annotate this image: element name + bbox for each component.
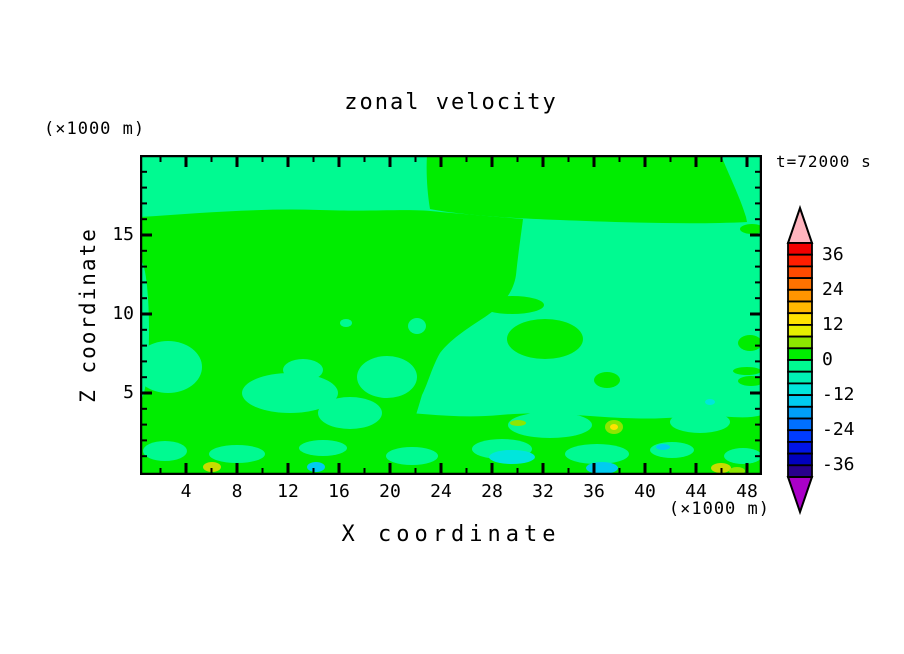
- x-tick-label: 16: [328, 481, 350, 502]
- colorbar-label: -36: [822, 454, 855, 476]
- y-tick-label: 10: [112, 303, 134, 324]
- x-tick-label: 48: [736, 481, 758, 502]
- x-tick-label: 44: [685, 481, 707, 502]
- x-tick-label: 32: [532, 481, 554, 502]
- x-tick-label: 36: [583, 481, 605, 502]
- x-tick-label: 20: [379, 481, 401, 502]
- y-tick-label: 5: [123, 382, 134, 403]
- x-axis-unit: (×1000 m): [668, 499, 770, 519]
- colorbar-label: -12: [822, 384, 855, 406]
- x-tick-label: 4: [180, 481, 192, 502]
- colorbar-label: -24: [822, 419, 855, 441]
- x-tick-label: 24: [430, 481, 452, 502]
- plot-title: zonal velocity: [344, 90, 558, 115]
- z-axis-unit: (×1000 m): [44, 119, 146, 139]
- colorbar-label: 24: [822, 278, 844, 300]
- x-tick-label: 28: [481, 481, 503, 502]
- colorbar-label: 36: [822, 243, 844, 265]
- colorbar-label: 0: [822, 349, 833, 370]
- contour-plot: [140, 155, 762, 475]
- x-axis-label: X coordinate: [341, 522, 561, 547]
- colorbar-label: 12: [822, 313, 844, 335]
- z-axis-label: Z coordinate: [76, 227, 100, 403]
- x-tick-label: 40: [634, 481, 656, 502]
- x-tick-label: 12: [277, 481, 299, 502]
- y-tick-label: 15: [112, 224, 134, 245]
- x-tick-label: 8: [231, 481, 243, 502]
- time-annotation: t=72000 s: [776, 152, 872, 171]
- colorbar: [786, 204, 814, 516]
